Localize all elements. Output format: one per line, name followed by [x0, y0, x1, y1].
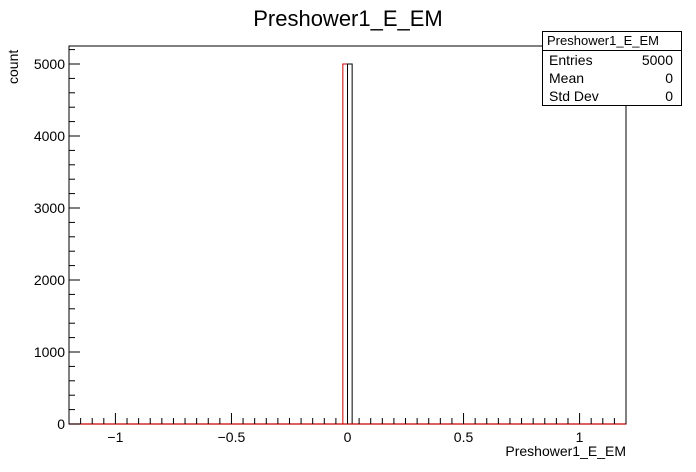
x-axis: −1 −0.5 0 0.5 1	[68, 413, 627, 445]
stats-value: 5000	[641, 52, 673, 68]
stats-value: 0	[665, 70, 673, 86]
stats-row-std-dev: Std Dev 0	[543, 87, 681, 105]
x-tick-label: 0.5	[454, 429, 474, 445]
y-tick-label: 5000	[34, 56, 65, 72]
stats-box: Preshower1_E_EM Entries 5000 Mean 0 Std …	[542, 31, 682, 106]
y-tick-label: 0	[57, 416, 65, 432]
x-tick-label: −0.5	[218, 429, 246, 445]
y-tick-label: 1000	[34, 344, 65, 360]
x-axis-label: Preshower1_E_EM	[505, 443, 626, 459]
stats-label: Entries	[549, 52, 593, 68]
y-tick-label: 4000	[34, 128, 65, 144]
x-tick-label: 1	[576, 429, 584, 445]
y-tick-label: 3000	[34, 200, 65, 216]
y-axis-label: count	[5, 50, 21, 84]
histogram-bars	[69, 63, 626, 425]
histogram-bar	[347, 63, 353, 425]
stats-label: Std Dev	[549, 88, 599, 104]
stats-box-title: Preshower1_E_EM	[543, 32, 681, 51]
stats-value: 0	[665, 88, 673, 104]
x-tick-label: −1	[107, 429, 123, 445]
x-tick-label: 0	[344, 429, 352, 445]
y-axis: 0 1000 2000 3000 4000 5000	[34, 49, 80, 432]
y-tick-label: 2000	[34, 272, 65, 288]
histogram-bar	[342, 63, 349, 425]
stats-row-entries: Entries 5000	[543, 51, 681, 69]
stats-label: Mean	[549, 70, 585, 86]
chart-title: Preshower1_E_EM	[253, 6, 443, 31]
stats-row-mean: Mean 0	[543, 69, 681, 87]
